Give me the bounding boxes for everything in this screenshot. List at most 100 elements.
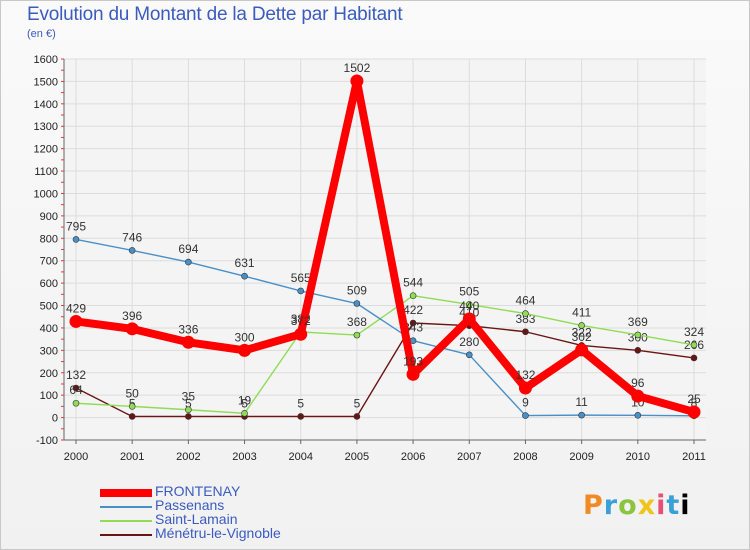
proxiti-logo: Proxiti: [583, 490, 691, 521]
data-point: [181, 335, 195, 349]
series-line: [75, 294, 695, 415]
data-point: [690, 354, 698, 362]
data-point: [687, 405, 701, 419]
data-point: [409, 292, 417, 299]
data-label: 368: [347, 315, 367, 329]
x-tick-label: 2006: [401, 451, 425, 463]
legend-label: Ménétru-le-Vignoble: [155, 525, 281, 541]
data-label: 372: [291, 314, 311, 328]
data-label: 322: [572, 325, 592, 339]
y-tick-label: 100: [40, 390, 58, 402]
y-tick-label: 1300: [34, 121, 58, 133]
x-tick-label: 2007: [457, 451, 481, 463]
data-label: 505: [459, 284, 479, 298]
data-label: 5: [354, 396, 361, 410]
x-tick-label: 2004: [288, 451, 312, 463]
data-point: [518, 381, 532, 395]
data-point: [238, 343, 252, 357]
data-label: 746: [122, 230, 142, 244]
data-label: 369: [628, 315, 648, 329]
data-point: [72, 384, 80, 392]
data-point: [634, 412, 642, 419]
data-point: [353, 300, 361, 307]
data-label: 429: [66, 301, 86, 315]
data-label: 11: [575, 395, 588, 409]
x-tick-label: 2000: [64, 451, 88, 463]
y-tick-label: 1600: [34, 54, 58, 66]
y-tick-label: 200: [40, 368, 58, 380]
data-label: 694: [178, 242, 198, 256]
y-tick-label: 0: [52, 413, 58, 425]
legend-swatch: [100, 534, 152, 536]
data-point: [185, 258, 192, 266]
data-point: [634, 331, 642, 339]
data-label: 1502: [344, 61, 371, 75]
data-point: [578, 322, 585, 329]
data-point: [578, 411, 585, 419]
data-point: [462, 312, 476, 326]
y-tick-label: 700: [40, 256, 58, 268]
data-label: 5: [241, 396, 248, 410]
y-tick-label: 300: [40, 345, 58, 357]
data-label: 440: [459, 299, 479, 313]
data-label: 795: [66, 219, 86, 233]
data-point: [465, 301, 473, 308]
legend-label: FRONTENAY: [155, 483, 241, 499]
y-tick-label: 1500: [34, 76, 58, 88]
data-point: [465, 351, 473, 359]
legend-swatch: [100, 506, 152, 508]
data-label: 631: [235, 256, 255, 270]
data-point: [690, 341, 698, 349]
data-label: 411: [572, 305, 591, 319]
plot-area: [64, 59, 706, 440]
data-point: [241, 272, 248, 280]
y-tick-label: 400: [40, 323, 58, 335]
data-label: 280: [459, 335, 479, 349]
data-point: [185, 413, 192, 420]
data-label: 300: [235, 330, 255, 344]
data-label: 193: [403, 354, 423, 368]
data-point: [69, 314, 83, 328]
y-tick-label: 1000: [34, 188, 58, 200]
data-label: 302: [572, 330, 592, 344]
legend-swatch: [100, 489, 152, 497]
data-label: 8: [691, 396, 698, 410]
data-label: 336: [178, 322, 198, 336]
chart-subtitle: (en €): [27, 28, 56, 40]
x-tick-label: 2005: [345, 451, 369, 463]
data-point: [125, 322, 139, 336]
y-tick-label: 1200: [34, 144, 58, 156]
data-label: 565: [291, 271, 311, 285]
y-tick-label: 500: [40, 301, 58, 313]
data-point: [406, 367, 420, 381]
chart-title: Evolution du Montant de la Dette par Hab…: [27, 4, 403, 25]
data-point: [631, 389, 645, 403]
data-point: [241, 410, 248, 417]
data-label: 132: [515, 368, 535, 382]
y-tick-label: 800: [40, 233, 58, 245]
data-label: 35: [182, 390, 196, 404]
data-point: [297, 287, 305, 295]
data-label: 64: [69, 383, 83, 397]
line-chart: -100 0 100 200 300 400 500 600 700 800 900 1000 1100…: [34, 54, 706, 463]
data-point: [353, 331, 361, 339]
x-tick-label: 2011: [682, 451, 706, 463]
data-point: [409, 319, 417, 327]
data-label: 19: [238, 393, 252, 407]
data-point: [128, 247, 136, 254]
y-tick-label: -100: [36, 435, 58, 447]
data-label: 422: [403, 303, 423, 317]
x-tick-label: 2009: [569, 451, 593, 463]
y-tick-label: 1400: [34, 99, 58, 111]
data-point: [72, 399, 80, 407]
y-tick-label: 900: [40, 211, 58, 223]
series-line: [75, 322, 695, 418]
legend-label: Passenans: [155, 497, 225, 513]
x-tick-label: 2002: [176, 451, 200, 463]
data-point: [128, 413, 136, 420]
data-label: 544: [403, 276, 423, 290]
legend-label: Saint-Lamain: [155, 511, 238, 527]
data-label: 396: [122, 309, 142, 323]
data-label: 509: [347, 284, 367, 298]
data-label: 5: [185, 396, 192, 410]
